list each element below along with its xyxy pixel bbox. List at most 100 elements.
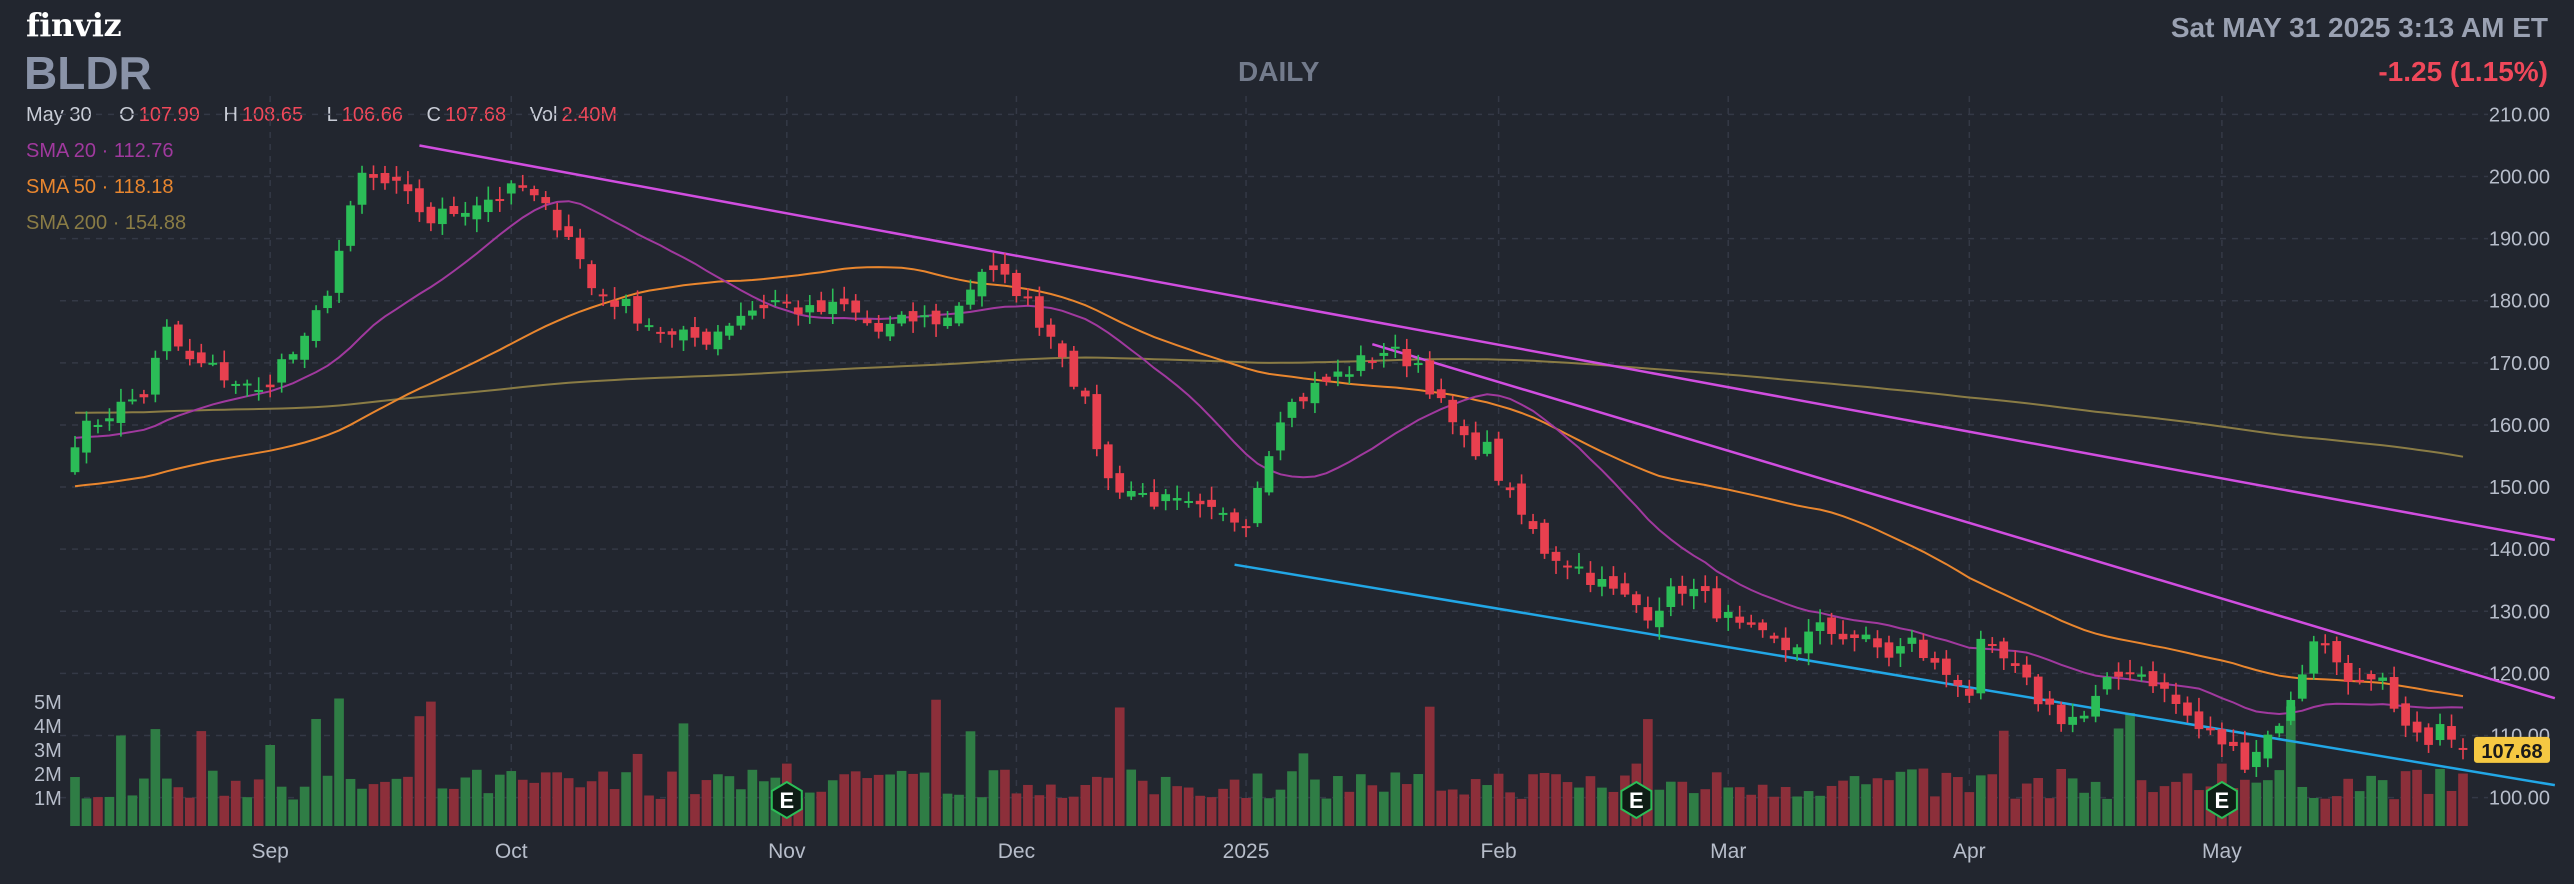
y-axis-tick: 190.00 xyxy=(2489,229,2550,251)
low-label: L xyxy=(326,104,338,126)
candle-body xyxy=(2217,729,2227,745)
candle-body xyxy=(1287,401,1297,418)
volume-bar xyxy=(2274,770,2285,826)
volume-bar xyxy=(804,792,815,826)
volume-bar xyxy=(150,729,161,826)
candle-body xyxy=(208,362,218,365)
current-price-badge xyxy=(2474,736,2550,763)
candle-body xyxy=(1930,658,1940,663)
candle-body xyxy=(782,301,792,304)
open-label: O xyxy=(119,104,135,126)
y-axis-tick: 100.00 xyxy=(2489,788,2550,810)
volume-bar xyxy=(1287,771,1297,826)
candle-body xyxy=(690,327,700,338)
volume-bar xyxy=(357,788,367,826)
volume-bar xyxy=(1723,787,1734,826)
candle-body xyxy=(369,174,378,178)
volume-bar xyxy=(242,797,253,826)
finviz-logo[interactable]: finviz xyxy=(26,6,122,44)
volume-bar xyxy=(885,774,895,826)
candle-body xyxy=(1643,607,1653,621)
volume-bar xyxy=(2148,792,2158,826)
candle-body xyxy=(2424,727,2433,745)
candle-body xyxy=(1700,586,1710,592)
volume-bar xyxy=(1103,777,1114,826)
candle-body xyxy=(1322,376,1331,382)
volume-bar xyxy=(1998,730,2009,826)
candle-body xyxy=(587,264,596,289)
volume-bar xyxy=(2102,798,2112,826)
candle-body xyxy=(1184,501,1193,504)
candle-body xyxy=(851,300,861,313)
candle-body xyxy=(1769,635,1779,639)
candle-body xyxy=(2389,677,2399,709)
volume-bar xyxy=(93,797,103,826)
candle-body xyxy=(1987,644,1997,647)
candle-body xyxy=(2309,641,2319,674)
volume-bar xyxy=(2021,783,2032,826)
candle-body xyxy=(2378,677,2387,681)
volume-bar xyxy=(2113,728,2124,826)
candle-body xyxy=(2355,679,2365,682)
legend-sma200: SMA 200 · 154.88 xyxy=(26,212,187,234)
candle-body xyxy=(1103,444,1113,479)
candle-body xyxy=(1425,360,1435,395)
volume-bar xyxy=(2435,768,2445,826)
candle-body xyxy=(1654,610,1664,628)
volume-axis-tick: 1M xyxy=(34,788,62,810)
volume-bar xyxy=(1803,791,1814,826)
volume-bar xyxy=(1069,796,1079,826)
volume-bar xyxy=(632,753,643,826)
x-axis-tick: Oct xyxy=(495,840,528,863)
volume-bar xyxy=(1861,784,1871,826)
candle-body xyxy=(725,325,734,336)
volume-bar xyxy=(449,788,459,826)
x-axis-tick: Sep xyxy=(251,840,288,863)
volume-bar xyxy=(598,771,608,826)
volume-bar xyxy=(1849,776,1860,826)
x-axis-tick: Dec xyxy=(998,840,1035,863)
candle-body xyxy=(2125,672,2135,675)
volume-bar xyxy=(1643,719,1653,826)
candle-body xyxy=(1712,588,1722,619)
volume-bar xyxy=(873,774,884,826)
candle-body xyxy=(1471,432,1481,457)
trendline xyxy=(419,144,2556,542)
candle-body xyxy=(2240,742,2250,770)
candle-body xyxy=(1896,646,1905,654)
candle-body xyxy=(2091,695,2100,717)
earnings-marker xyxy=(2205,780,2238,820)
volume-bar xyxy=(1505,792,1515,826)
candle-body xyxy=(1402,349,1412,367)
candle-body xyxy=(2458,747,2468,750)
volume-bar xyxy=(2320,798,2331,826)
chart-period[interactable]: DAILY xyxy=(1238,56,1320,87)
volume-bar xyxy=(1264,798,1274,826)
candle-body xyxy=(219,362,229,381)
candle-body xyxy=(2251,751,2261,768)
volume-bar xyxy=(2159,786,2170,826)
ticker-symbol: BLDR xyxy=(24,47,152,99)
volume-bar xyxy=(1872,778,1883,826)
volume-bar xyxy=(2389,799,2399,826)
candle-body xyxy=(1942,658,1951,675)
candle-body xyxy=(173,324,183,347)
candle-body xyxy=(1632,594,1641,606)
candle-body xyxy=(874,322,884,332)
volume-bar xyxy=(1895,771,1906,826)
candle-body xyxy=(506,183,516,194)
volume-bar xyxy=(747,769,758,826)
candle-body xyxy=(2229,741,2238,747)
volume-bar xyxy=(506,771,517,826)
volume-bar xyxy=(2458,773,2468,826)
candle-body xyxy=(610,300,619,307)
candle-body xyxy=(1964,688,1974,696)
volume-bar xyxy=(1000,769,1010,826)
candle-body xyxy=(1746,622,1756,625)
volume-bar xyxy=(1493,773,1504,826)
volume-bar xyxy=(426,701,436,826)
volume-bar xyxy=(1930,796,1940,826)
candle-body xyxy=(748,310,757,316)
volume-bar xyxy=(2194,790,2204,826)
